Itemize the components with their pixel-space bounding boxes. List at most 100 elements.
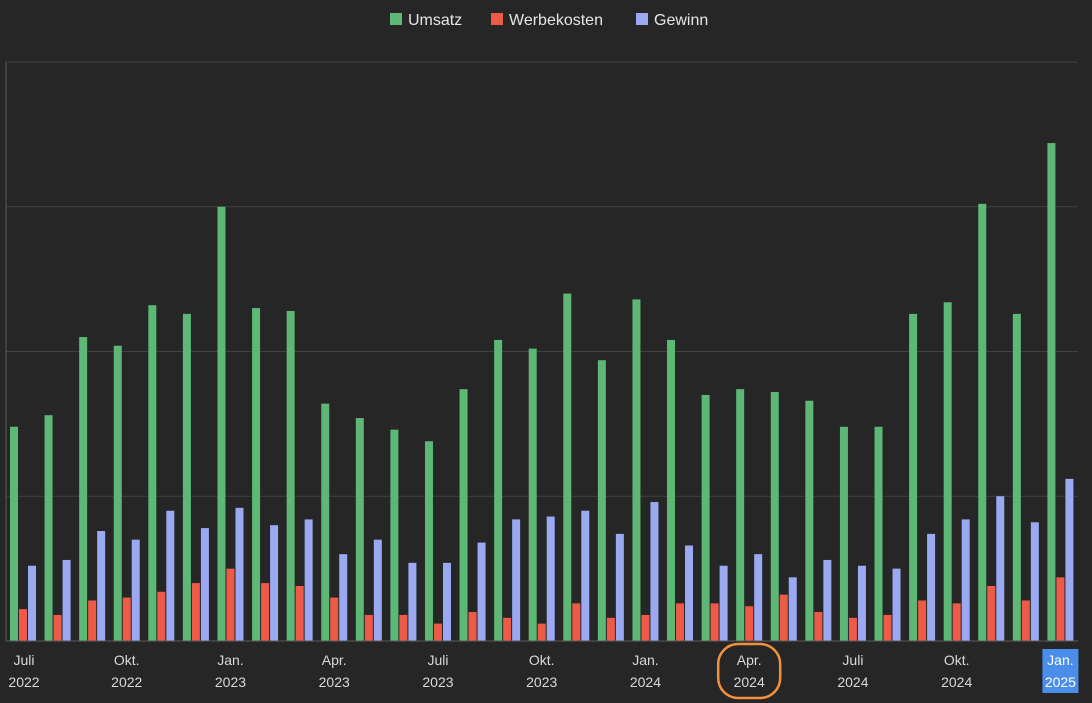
bar-gewinn-2023-12[interactable] bbox=[615, 533, 624, 641]
bar-group-2025-01[interactable] bbox=[1047, 143, 1074, 641]
bar-werbekosten-2023-04[interactable] bbox=[330, 597, 339, 641]
x-tick-okt-2022[interactable]: Okt. 2022 bbox=[111, 652, 142, 690]
bar-gewinn-2023-01[interactable] bbox=[235, 507, 244, 641]
bar-werbekosten-2023-12[interactable] bbox=[606, 617, 615, 641]
bar-group-2022-12[interactable] bbox=[182, 313, 209, 641]
bar-group-2024-03[interactable] bbox=[701, 394, 728, 641]
x-tick-juli-2023[interactable]: Juli 2023 bbox=[422, 652, 453, 690]
bar-umsatz-2024-04[interactable] bbox=[736, 389, 745, 641]
bar-umsatz-2024-08[interactable] bbox=[874, 426, 883, 641]
bar-group-2024-08[interactable] bbox=[874, 426, 901, 642]
bar-group-2024-10[interactable] bbox=[943, 302, 970, 641]
bar-werbekosten-2024-04[interactable] bbox=[745, 606, 754, 641]
bar-gewinn-2022-07[interactable] bbox=[28, 565, 36, 641]
bar-werbekosten-2024-03[interactable] bbox=[710, 603, 719, 641]
bar-werbekosten-2024-05[interactable] bbox=[779, 594, 788, 641]
bar-werbekosten-2023-09[interactable] bbox=[503, 617, 512, 641]
bar-gewinn-2024-05[interactable] bbox=[788, 577, 797, 641]
bar-gewinn-2025-01[interactable] bbox=[1065, 478, 1074, 641]
bar-werbekosten-2024-01[interactable] bbox=[641, 614, 650, 641]
bar-gewinn-2024-04[interactable] bbox=[754, 554, 763, 641]
bar-werbekosten-2025-01[interactable] bbox=[1056, 577, 1065, 641]
bar-group-2023-04[interactable] bbox=[321, 403, 348, 641]
bar-group-2023-08[interactable] bbox=[459, 389, 486, 641]
bar-group-2023-10[interactable] bbox=[528, 348, 555, 641]
bar-group-2023-11[interactable] bbox=[563, 293, 590, 641]
bar-umsatz-2023-05[interactable] bbox=[355, 418, 364, 641]
bar-gewinn-2022-08[interactable] bbox=[62, 559, 71, 641]
bar-umsatz-2024-10[interactable] bbox=[943, 302, 952, 641]
bar-umsatz-2022-11[interactable] bbox=[148, 305, 157, 641]
bar-umsatz-2023-02[interactable] bbox=[252, 308, 261, 641]
bar-werbekosten-2023-02[interactable] bbox=[261, 583, 270, 641]
bar-werbekosten-2022-09[interactable] bbox=[88, 600, 97, 641]
bar-gewinn-2024-07[interactable] bbox=[857, 565, 866, 641]
bar-umsatz-2022-10[interactable] bbox=[113, 345, 122, 641]
bar-werbekosten-2022-07[interactable] bbox=[19, 609, 27, 641]
bar-werbekosten-2022-11[interactable] bbox=[157, 591, 166, 641]
bar-gewinn-2023-09[interactable] bbox=[512, 519, 521, 641]
bar-gewinn-2023-02[interactable] bbox=[270, 525, 279, 641]
bar-group-2023-05[interactable] bbox=[355, 418, 382, 641]
bar-gewinn-2022-11[interactable] bbox=[166, 510, 175, 641]
bar-group-2023-02[interactable] bbox=[252, 308, 279, 641]
bar-group-2023-03[interactable] bbox=[286, 310, 313, 641]
bar-werbekosten-2024-09[interactable] bbox=[918, 600, 927, 641]
bar-werbekosten-2023-06[interactable] bbox=[399, 614, 408, 641]
bar-gewinn-2023-10[interactable] bbox=[546, 516, 555, 641]
legend[interactable]: Umsatz Werbekosten Gewinn bbox=[390, 12, 708, 29]
x-tick-juli-2022[interactable]: Juli 2022 bbox=[8, 652, 39, 690]
legend-item-umsatz[interactable]: Umsatz bbox=[390, 12, 462, 29]
bar-werbekosten-2022-10[interactable] bbox=[122, 597, 131, 641]
bar-umsatz-2023-03[interactable] bbox=[286, 310, 295, 641]
bar-gewinn-2024-03[interactable] bbox=[719, 565, 728, 641]
bar-group-2023-12[interactable] bbox=[597, 360, 624, 641]
bar-umsatz-2022-08[interactable] bbox=[44, 415, 53, 641]
bar-group-2024-06[interactable] bbox=[805, 400, 832, 641]
bar-werbekosten-2023-03[interactable] bbox=[295, 586, 304, 641]
bar-umsatz-2024-09[interactable] bbox=[909, 313, 918, 641]
bar-umsatz-2024-05[interactable] bbox=[770, 392, 779, 641]
bar-group-2024-07[interactable] bbox=[839, 426, 866, 641]
bar-gewinn-2024-10[interactable] bbox=[961, 519, 970, 641]
bar-umsatz-2024-01[interactable] bbox=[632, 299, 641, 641]
bar-group-2023-09[interactable] bbox=[494, 339, 521, 641]
bar-gewinn-2024-09[interactable] bbox=[927, 533, 936, 641]
bar-umsatz-2022-12[interactable] bbox=[182, 313, 191, 641]
bar-group-2024-02[interactable] bbox=[667, 339, 694, 641]
bar-umsatz-2022-07[interactable] bbox=[10, 426, 18, 641]
bar-group-2022-07[interactable] bbox=[10, 426, 36, 641]
bar-group-2024-01[interactable] bbox=[632, 299, 659, 641]
x-tick-jan-2024[interactable]: Jan. 2024 bbox=[630, 652, 661, 690]
x-tick-okt-2023[interactable]: Okt. 2023 bbox=[526, 652, 557, 690]
bar-group-2022-09[interactable] bbox=[79, 337, 106, 641]
x-tick-jan-2023[interactable]: Jan. 2023 bbox=[215, 652, 246, 690]
bar-umsatz-2023-06[interactable] bbox=[390, 429, 399, 641]
bar-gewinn-2024-11[interactable] bbox=[996, 496, 1005, 641]
legend-item-werbekosten[interactable]: Werbekosten bbox=[491, 12, 603, 29]
bar-gewinn-2024-02[interactable] bbox=[685, 545, 694, 641]
bar-umsatz-2023-08[interactable] bbox=[459, 389, 468, 641]
bar-werbekosten-2024-10[interactable] bbox=[952, 603, 961, 641]
bar-umsatz-2024-07[interactable] bbox=[839, 426, 848, 641]
bar-group-2024-05[interactable] bbox=[770, 392, 797, 641]
bar-gewinn-2022-09[interactable] bbox=[97, 530, 106, 641]
bar-werbekosten-2024-06[interactable] bbox=[814, 612, 823, 641]
bar-gewinn-2023-03[interactable] bbox=[304, 519, 313, 641]
bar-umsatz-2024-11[interactable] bbox=[978, 203, 987, 642]
bar-group-2022-08[interactable] bbox=[44, 415, 71, 641]
bar-gewinn-2022-10[interactable] bbox=[131, 539, 140, 641]
bar-werbekosten-2022-08[interactable] bbox=[53, 614, 62, 641]
bar-werbekosten-2023-10[interactable] bbox=[537, 623, 546, 641]
bar-group-2022-10[interactable] bbox=[113, 345, 140, 641]
bar-group-2024-12[interactable] bbox=[1012, 313, 1039, 641]
bar-umsatz-2024-06[interactable] bbox=[805, 400, 814, 641]
bar-gewinn-2024-01[interactable] bbox=[650, 502, 659, 641]
bar-umsatz-2023-01[interactable] bbox=[217, 206, 226, 641]
bar-werbekosten-2023-07[interactable] bbox=[433, 623, 442, 641]
bar-group-2023-01[interactable] bbox=[217, 206, 244, 642]
bar-gewinn-2023-08[interactable] bbox=[477, 542, 486, 641]
bar-group-2022-11[interactable] bbox=[148, 305, 175, 641]
bar-werbekosten-2023-05[interactable] bbox=[364, 614, 373, 641]
bar-umsatz-2024-03[interactable] bbox=[701, 394, 710, 641]
